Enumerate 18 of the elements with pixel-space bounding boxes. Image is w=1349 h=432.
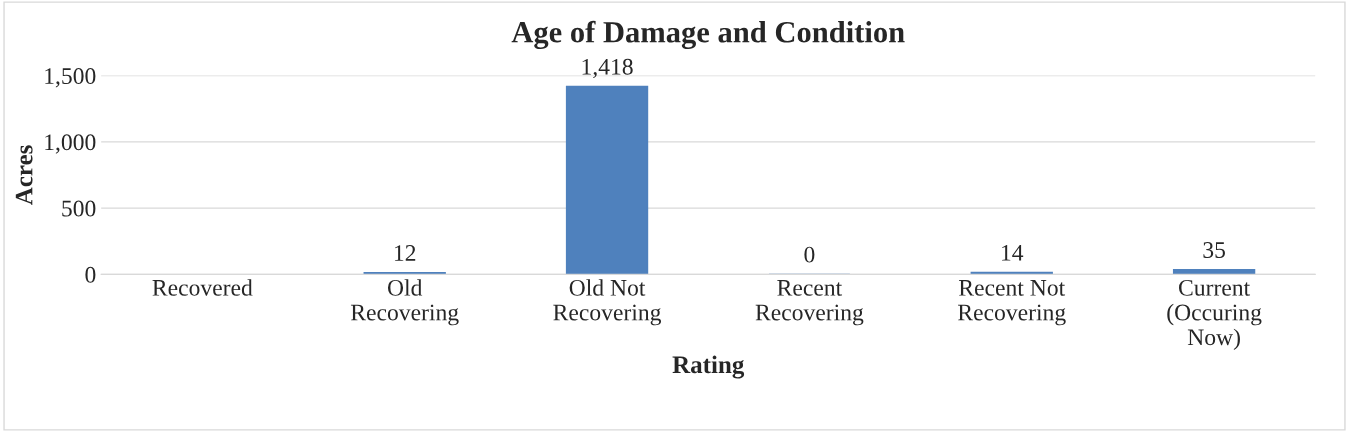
data-label: 12 bbox=[394, 245, 416, 261]
x-tick-label: Old Recovering bbox=[350, 279, 459, 326]
x-axis-title: Rating bbox=[672, 355, 745, 379]
chart-title: Age of Damage and Condition bbox=[511, 20, 905, 50]
x-tick-label: Old Not Recovering bbox=[553, 279, 662, 326]
y-tick-label: 0 bbox=[85, 266, 96, 283]
y-tick-label: 1,500 bbox=[45, 68, 96, 88]
data-label: 35 bbox=[1203, 242, 1225, 258]
x-tick-label: Recent Not Recovering bbox=[958, 280, 1066, 326]
data-label: 14 bbox=[1002, 244, 1024, 261]
x-tick-label: Recent Recovering bbox=[755, 280, 864, 326]
y-axis-title: Acres bbox=[15, 145, 33, 206]
x-tick-label: Recovered bbox=[152, 279, 253, 296]
data-label: 1,418 bbox=[582, 58, 633, 79]
y-tick-label: 500 bbox=[62, 200, 96, 217]
x-tick-label: Current (Occuring Now) bbox=[1167, 279, 1262, 351]
y-tick-label: 1,000 bbox=[45, 134, 96, 154]
data-label: 0 bbox=[804, 246, 815, 263]
